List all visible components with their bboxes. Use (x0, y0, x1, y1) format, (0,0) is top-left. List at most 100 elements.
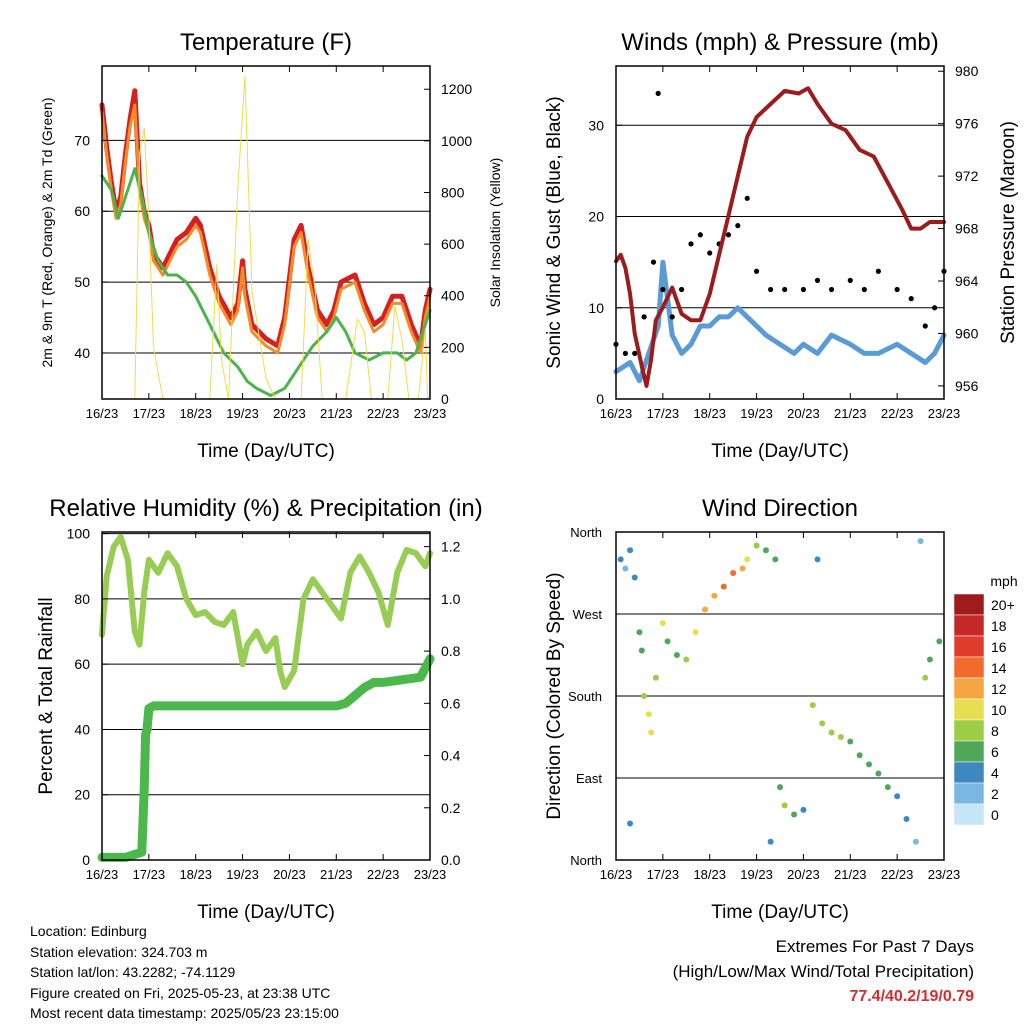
colorbar-swatch (953, 698, 985, 721)
direction-point (636, 629, 643, 636)
y-right-tick-label: 980 (955, 63, 979, 79)
direction-point (926, 656, 933, 663)
y-tick-label: 50 (74, 274, 90, 290)
direction-point (659, 620, 666, 627)
x-tick-label: 21/23 (320, 867, 353, 882)
gust-point (697, 232, 703, 238)
x-tick-label: 23/23 (414, 406, 447, 421)
x-tick-label: 17/23 (647, 867, 680, 882)
x-tick-label: 18/23 (693, 867, 726, 882)
direction-point (627, 547, 634, 554)
colorbar-label: 4 (991, 765, 999, 781)
gust-point (828, 286, 835, 293)
chart-title: Winds (mph) & Pressure (mb) (621, 29, 938, 56)
colorbar-swatch (953, 593, 985, 616)
colorbar-swatch (953, 719, 985, 742)
colorbar-swatch (953, 782, 985, 805)
gust-point (679, 286, 685, 293)
x-axis-label: Time (Day/UTC) (711, 441, 849, 462)
colorbar-label: 16 (991, 639, 1007, 655)
direction-point (781, 802, 788, 809)
gust-point (707, 250, 713, 256)
y-right-tick-label: 976 (955, 116, 979, 132)
direction-point (875, 770, 882, 777)
x-tick-label: 19/23 (226, 406, 259, 421)
chart-title: Relative Humidity (%) & Precipitation (i… (49, 495, 482, 522)
x-tick-label: 22/23 (881, 406, 914, 421)
chart-title: Temperature (F) (180, 29, 352, 56)
direction-point (767, 838, 774, 845)
recent-timestamp-text: Most recent data timestamp: 2025/05/23 2… (30, 1005, 339, 1021)
direction-point (692, 629, 699, 636)
direction-point (828, 729, 835, 736)
y-tick-label: 100 (67, 526, 91, 542)
direction-point (922, 674, 929, 681)
x-tick-label: 16/23 (600, 406, 633, 421)
direction-point (791, 811, 798, 818)
y-category-label: East (576, 771, 602, 786)
plot-frame (615, 531, 945, 861)
direction-point (730, 570, 737, 576)
x-tick-label: 19/23 (226, 867, 259, 882)
gust-point (744, 195, 750, 201)
x-tick-label: 16/23 (86, 406, 119, 421)
direction-point (664, 638, 671, 645)
y-right-tick-label: 0.8 (441, 643, 461, 659)
gust-point (814, 277, 821, 283)
gust-point (922, 323, 928, 329)
x-tick-label: 23/23 (928, 867, 961, 882)
colorbar-label: 20+ (991, 597, 1015, 613)
y-right-tick-label: 972 (955, 168, 979, 184)
direction-point (711, 592, 718, 599)
direction-point (777, 784, 783, 791)
x-tick-label: 23/23 (928, 406, 961, 421)
gust-point (725, 232, 732, 238)
x-axis-label: Time (Day/UTC) (711, 902, 849, 923)
direction-point (912, 838, 919, 845)
created-text: Figure created on Fri, 2025-05-23, at 23… (30, 984, 331, 1001)
colorbar-label: 2 (991, 786, 999, 802)
y-axis-label: 2m & 9m T (Red, Orange) & 2m Td (Green) (39, 98, 55, 368)
y-axis-label: Percent & Total Rainfall (36, 597, 57, 794)
direction-point (627, 820, 634, 827)
y-right-tick-label: 968 (955, 221, 979, 237)
x-tick-label: 19/23 (740, 867, 773, 882)
panel-3: Relative Humidity (%) & Precipitation (i… (36, 495, 483, 923)
extremes-title: Extremes For Past 7 Days (775, 937, 974, 956)
extremes-subtitle: (High/Low/Max Wind/Total Precipitation) (672, 962, 974, 981)
y-right-tick-label: 0.0 (441, 852, 461, 868)
direction-point (744, 556, 751, 563)
direction-point (652, 674, 659, 681)
y-tick-label: 0 (596, 391, 604, 407)
y-category-label: North (570, 525, 602, 540)
direction-point (648, 729, 655, 736)
y-right-tick-label: 200 (441, 339, 465, 355)
direction-point (622, 565, 629, 572)
x-tick-label: 17/23 (647, 406, 680, 421)
y-tick-label: 0 (82, 852, 90, 868)
gust-point (632, 350, 638, 356)
y-right-tick-label: 0.4 (441, 748, 461, 764)
colorbar-swatch (953, 803, 985, 826)
plot-frame (101, 531, 431, 861)
direction-point (809, 702, 816, 709)
x-tick-label: 17/23 (133, 867, 166, 882)
series-temp_2m (99, 88, 433, 349)
gust-point (894, 286, 900, 293)
x-tick-label: 17/23 (133, 406, 166, 421)
colorbar-swatch (953, 677, 985, 700)
x-axis-label: Time (Day/UTC) (197, 441, 335, 462)
direction-point (847, 738, 854, 745)
x-tick-label: 20/23 (273, 406, 306, 421)
direction-point (894, 793, 901, 800)
direction-point (772, 556, 779, 563)
y-right-tick-label: 600 (441, 236, 465, 252)
elevation-text: Station elevation: 324.703 m (30, 943, 208, 960)
colorbar-label: 18 (991, 618, 1007, 634)
x-tick-label: 18/23 (693, 406, 726, 421)
y-right-tick-label: 1000 (441, 133, 472, 149)
y-right-axis-label: Station Pressure (Maroon) (998, 121, 1019, 344)
panel-1: Temperature (F) 16/23 17/23 18/23 19/23 20/23… (39, 29, 503, 462)
direction-point (917, 538, 924, 545)
x-tick-label: 20/23 (273, 867, 306, 882)
